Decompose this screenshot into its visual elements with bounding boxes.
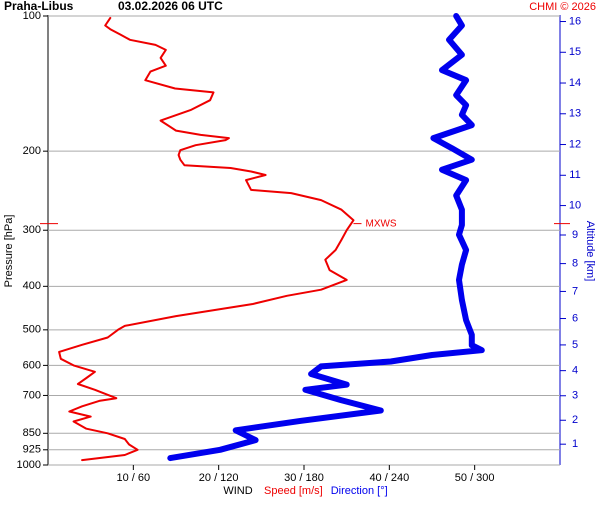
y2-tick-label: 6 — [572, 312, 578, 324]
x-tick-label: 40 / 240 — [369, 472, 409, 484]
legend-entry: Speed [m/s] — [264, 485, 323, 497]
y2-tick-label: 1 — [572, 438, 578, 450]
x-tick-label: 50 / 300 — [455, 472, 495, 484]
legend-entry: Direction [°] — [331, 485, 388, 497]
annotation-label: MXWS — [365, 218, 396, 229]
y2-tick-label: 8 — [572, 258, 578, 270]
date: 03.02.2026 06 UTC — [118, 0, 223, 13]
y2-axis-label: Altitude [km] — [584, 221, 596, 282]
y2-tick-label: 3 — [572, 390, 578, 402]
y-tick-label: 700 — [23, 389, 41, 401]
y-tick-label: 1000 — [17, 459, 41, 471]
y-axis-label: Pressure [hPa] — [3, 215, 15, 288]
y-tick-label: 600 — [23, 359, 41, 371]
y2-tick-label: 12 — [569, 138, 581, 150]
y-tick-label: 200 — [23, 145, 41, 157]
y2-tick-label: 15 — [569, 46, 581, 58]
y2-tick-label: 11 — [569, 169, 580, 181]
profile-line — [58, 16, 355, 462]
x-tick-label: 10 / 60 — [117, 472, 151, 484]
y-tick-label: 500 — [23, 324, 41, 336]
y-tick-label: 300 — [23, 224, 41, 236]
y2-tick-label: 16 — [569, 15, 581, 27]
x-axis-label: WIND — [223, 485, 252, 497]
y2-tick-label: 4 — [572, 365, 578, 377]
x-tick-label: 20 / 120 — [199, 472, 239, 484]
y2-tick-label: 13 — [569, 108, 581, 120]
y2-tick-label: 2 — [572, 414, 578, 426]
profile-line — [167, 13, 485, 462]
y2-tick-label: 7 — [572, 285, 578, 297]
y2-tick-label: 14 — [569, 77, 581, 89]
station: Praha-Libus — [4, 0, 74, 13]
x-tick-label: 30 / 180 — [284, 472, 324, 484]
y-tick-label: 850 — [23, 427, 41, 439]
y-tick-label: 100 — [23, 10, 41, 22]
y-tick-label: 400 — [23, 280, 41, 292]
y-tick-label: 925 — [23, 444, 41, 456]
credit: CHMI © 2026 — [529, 1, 596, 13]
y2-tick-label: 10 — [569, 199, 581, 211]
y2-tick-label: 9 — [572, 229, 578, 241]
y2-tick-label: 5 — [572, 339, 578, 351]
